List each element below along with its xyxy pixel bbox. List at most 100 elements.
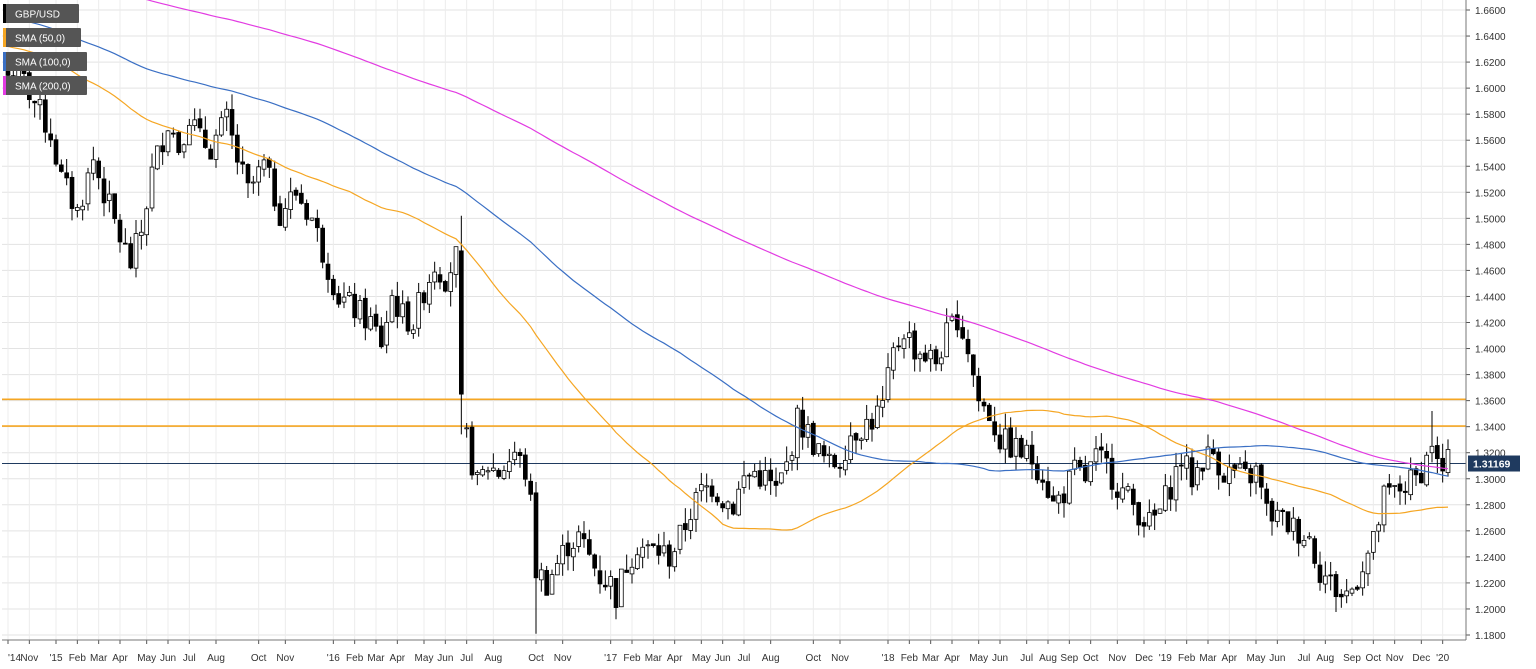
legend-item[interactable]: SMA (50,0) (3, 28, 81, 47)
candle-body (1360, 571, 1365, 589)
candle-body (896, 345, 901, 348)
y-tick-label: 1.5000 (1475, 214, 1506, 225)
legend-item[interactable]: SMA (100,0) (3, 52, 87, 71)
x-tick-label: Jun (715, 653, 731, 664)
candle-body (549, 574, 555, 595)
candle-body (544, 570, 549, 596)
candle-body (640, 546, 645, 558)
candle-body (277, 203, 283, 226)
candle-body (757, 470, 763, 487)
candle-body (107, 193, 112, 202)
candle-body (864, 418, 869, 440)
legend-item[interactable]: SMA (200,0) (3, 76, 87, 95)
candle-body (960, 327, 965, 339)
candle-body (976, 375, 981, 402)
legend-item[interactable]: GBP/USD (3, 4, 79, 23)
candle-body (613, 578, 619, 608)
candle-body (1424, 454, 1429, 486)
candle-body (1184, 455, 1189, 469)
candle-body (720, 503, 725, 509)
candle-body (699, 484, 704, 492)
x-tick-label: Jun (992, 653, 1008, 664)
x-tick-label: '15 (49, 653, 62, 664)
candle-body (533, 492, 539, 579)
candle-body (1381, 485, 1387, 526)
candle-body (464, 427, 469, 430)
candle-body (1355, 586, 1360, 590)
candle-body (64, 172, 69, 179)
candle-body (501, 470, 507, 479)
candle-body (661, 545, 667, 554)
x-tick-label: May (415, 653, 434, 664)
x-tick-label: '19 (1159, 653, 1172, 664)
candle-body (85, 172, 91, 205)
x-tick-label: Feb (346, 653, 364, 664)
candle-body (565, 542, 571, 557)
candle-body (1264, 488, 1269, 504)
legend-box (3, 76, 87, 95)
x-tick-label: Jun (160, 653, 176, 664)
candle-body (731, 503, 736, 515)
sma-50-line (7, 45, 1449, 531)
x-tick-label: '18 (881, 653, 894, 664)
candle-body (331, 278, 336, 296)
candle-body (149, 166, 155, 209)
candle-body (928, 349, 933, 360)
y-tick-label: 1.5600 (1475, 136, 1506, 147)
candle-body (997, 434, 1003, 450)
candle-body (347, 291, 352, 296)
x-tick-label: Apr (390, 653, 406, 664)
y-tick-label: 1.4800 (1475, 240, 1506, 251)
candles (5, 53, 1451, 634)
legend-box (3, 4, 79, 23)
legend-box (3, 28, 81, 47)
candle-body (1317, 564, 1323, 583)
candle-body (389, 295, 395, 323)
candle-body (448, 272, 453, 292)
candle-body (197, 118, 203, 129)
candle-body (656, 545, 661, 556)
legend-swatch (3, 76, 6, 95)
candle-body (875, 405, 880, 429)
candle-body (32, 100, 37, 104)
x-tick-label: '16 (327, 653, 340, 664)
candle-body (1344, 590, 1349, 597)
candle-body (1376, 524, 1381, 532)
candle-body (1077, 459, 1083, 468)
x-tick-label: Mar (645, 653, 663, 664)
y-tick-label: 1.6000 (1475, 84, 1506, 95)
candle-body (1013, 438, 1019, 457)
legend-swatch (3, 28, 6, 47)
candle-body (1152, 509, 1157, 516)
candle-body (880, 400, 885, 408)
candle-body (965, 338, 971, 355)
candle-body (571, 547, 576, 558)
candle-body (1397, 483, 1403, 492)
candle-body (69, 176, 75, 209)
x-tick-label: Aug (1316, 653, 1334, 664)
y-tick-label: 1.6600 (1475, 6, 1506, 17)
candle-body (1371, 531, 1376, 553)
candle-body (123, 242, 128, 245)
candle-body (405, 301, 411, 332)
candle-body (133, 233, 139, 269)
candle-body (1200, 467, 1205, 472)
x-tick-label: Feb (901, 653, 919, 664)
legend-label: GBP/USD (15, 10, 60, 21)
candle-body (416, 292, 421, 329)
sma-lines (7, 0, 1449, 531)
candle-body (373, 313, 379, 327)
candle-body (507, 461, 512, 473)
candle-body (155, 145, 160, 170)
x-tick-label: Nov (831, 653, 849, 664)
candle-body (1141, 522, 1147, 527)
x-tick-label: Jul (460, 653, 473, 664)
candle-body (491, 467, 496, 471)
candle-body (395, 295, 400, 317)
x-tick-label: Apr (1222, 653, 1238, 664)
candle-body (320, 227, 325, 263)
candle-body (144, 208, 149, 236)
candle-body (293, 189, 299, 196)
candle-body (635, 554, 640, 569)
